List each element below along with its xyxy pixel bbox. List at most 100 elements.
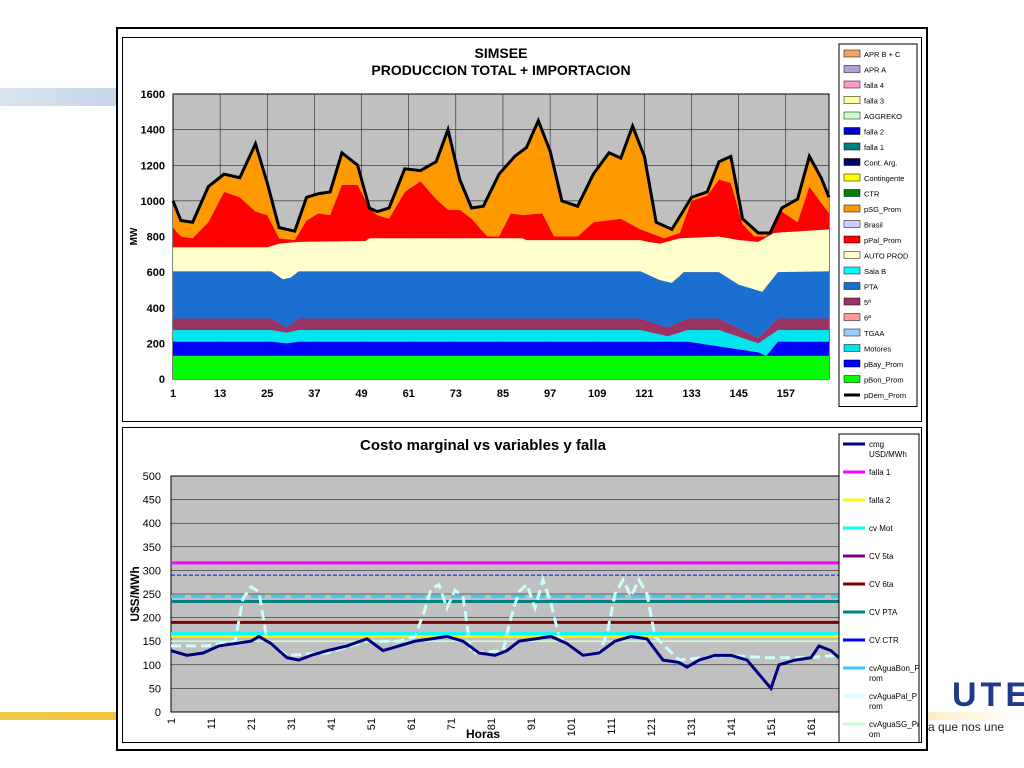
legend-label-line: CV 5ta [869,552,894,561]
legend-label: CTR [864,190,880,199]
legend-label: Contingente [864,174,904,183]
legend-label-line: om [869,730,880,739]
legend-label: falla 1 [864,143,884,152]
legend-label-line: cmg [869,440,884,449]
legend-label: falla 2 [869,496,891,505]
chart-title: Costo marginal vs variables y falla [360,437,607,454]
x-tick-label: 13 [214,388,226,400]
y-tick-label: 150 [143,636,161,648]
legend-swatch [843,49,861,58]
legend-label: APR B + C [864,50,901,59]
legend-label: pBon_Prom [864,376,904,385]
area-series-motores [173,330,829,356]
legend-label: 6ª [864,314,871,323]
y-tick-label: 450 [143,495,161,507]
legend-label: PTA [864,283,878,292]
x-tick-label: 37 [308,388,320,400]
area-series-pbon-prom [173,355,829,379]
legend-swatch [843,251,861,259]
legend-label: cmg USD/MWh [869,440,907,459]
area-series-ppal-prom [173,179,829,248]
legend-swatch [843,220,861,228]
legend-label: AGGREKO [864,112,902,121]
legend-label-line: rom [869,674,883,683]
legend-label: CV 6ta [869,580,894,589]
x-tick-label: 145 [729,388,747,400]
y-tick-label: 250 [143,589,161,601]
x-tick-label: 41 [326,718,338,730]
y-tick-label: 800 [147,232,165,244]
y-tick-label: 50 [149,683,161,695]
y-tick-label: 1200 [141,160,165,172]
legend-label: cvAguaPal_P rom [869,692,917,711]
legend-label-line: cvAguaBon_P [869,664,920,673]
logo: UTE [930,668,1024,738]
legend-label: CV CTR [869,636,899,645]
legend-label-line: rom [869,702,883,711]
legend-label: falla 2 [864,128,884,137]
y-tick-label: 1600 [141,89,165,101]
legend-label-line: falla 1 [869,468,891,477]
area-series-psg-prom [173,122,829,241]
y-tick-label: 600 [147,267,165,279]
legend-swatch [843,282,861,290]
x-tick-label: 131 [686,718,698,736]
x-tick-label: 61 [403,388,415,400]
legend-swatch [843,111,861,120]
area-series-pbay-prom [173,341,829,356]
legend-swatch [843,142,861,151]
legend-box [838,433,920,742]
y-axis-label: U$S/MWh [128,566,142,621]
legend-label: CV PTA [869,608,898,617]
legend-swatch [843,173,861,182]
legend-swatch [843,328,861,337]
legend-swatch [843,313,861,321]
legend-swatch [843,158,861,166]
legend-swatch [843,297,861,306]
legend-label: TGAA [864,329,884,338]
chart-panel-production: SIMSEE PRODUCCION TOTAL + IMPORTACION 0 200… [122,37,922,422]
x-tick-label: 151 [766,718,778,736]
legend-swatch [843,189,861,197]
legend-swatch [843,96,861,104]
x-tick-label: 11 [206,718,218,729]
y-tick-label: 300 [143,565,161,577]
y-axis-label: MW [129,227,140,245]
x-tick-label: 121 [646,718,658,736]
y-tick-label: 0 [155,707,161,719]
y-tick-label: 1000 [141,196,165,208]
legend-swatch [843,65,861,73]
logo-text: UTE [952,676,1024,714]
x-tick-label: 25 [261,388,273,400]
x-axis-label: Horas [466,727,500,741]
chart-title: SIMSEE [475,45,528,61]
x-tick-label: 61 [406,718,418,730]
x-tick-label: 91 [526,718,538,730]
x-tick-label: 121 [635,388,653,400]
legend-label: falla 1 [869,468,891,477]
legend-label: falla 4 [864,81,884,90]
legend-label: pSG_Prom [864,205,901,214]
legend-label-line: cv Mot [869,524,893,533]
y-tick-label: 0 [159,374,165,386]
x-tick-label: 49 [355,388,367,400]
y-tick-label: 400 [143,518,161,530]
legend-label: 5ª [864,298,871,307]
legend-label: cvAguaBon_P rom [869,664,920,683]
chart-panel-marginal-cost: Costo marginal vs variables y falla 0 50 10… [122,427,922,743]
legend-label-line: falla 2 [869,496,891,505]
area-series-pta [173,271,829,339]
x-tick-label: 21 [246,718,258,730]
legend-label-line: CV 6ta [869,580,894,589]
y-tick-label: 100 [143,660,161,672]
legend-label: Sala B [864,267,886,276]
legend-label-line: CV CTR [869,636,899,645]
x-tick-label: 73 [450,388,462,400]
legend-label: CV 5ta [869,552,894,561]
legend-label: pPal_Prom [864,236,901,245]
legend-swatch [843,375,861,383]
legend-label-line: CV PTA [869,608,898,617]
x-tick-label: 111 [606,718,618,735]
y-tick-label: 200 [143,613,161,625]
